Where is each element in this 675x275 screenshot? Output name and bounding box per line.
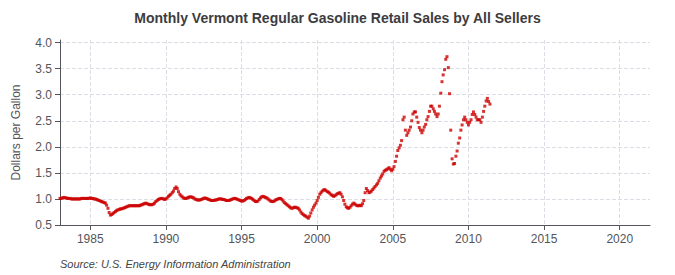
svg-text:3.5: 3.5	[35, 62, 52, 76]
svg-text:2020: 2020	[606, 232, 633, 246]
svg-text:1990: 1990	[153, 232, 180, 246]
svg-text:2.5: 2.5	[35, 114, 52, 128]
svg-text:2015: 2015	[531, 232, 558, 246]
svg-text:2.0: 2.0	[35, 140, 52, 154]
svg-text:Monthly Vermont Regular Gasoli: Monthly Vermont Regular Gasoline Retail …	[134, 10, 541, 26]
svg-text:4.0: 4.0	[35, 36, 52, 50]
svg-text:0.5: 0.5	[35, 218, 52, 232]
svg-text:Dollars per Gallon: Dollars per Gallon	[9, 84, 23, 180]
svg-text:Source: U.S. Energy Informatio: Source: U.S. Energy Information Administ…	[60, 258, 291, 270]
svg-text:1.0: 1.0	[35, 192, 52, 206]
svg-text:3.0: 3.0	[35, 88, 52, 102]
svg-text:2005: 2005	[379, 232, 406, 246]
svg-text:1.5: 1.5	[35, 166, 52, 180]
svg-text:2010: 2010	[455, 232, 482, 246]
svg-text:2000: 2000	[304, 232, 331, 246]
svg-text:1995: 1995	[228, 232, 255, 246]
svg-text:1985: 1985	[77, 232, 104, 246]
